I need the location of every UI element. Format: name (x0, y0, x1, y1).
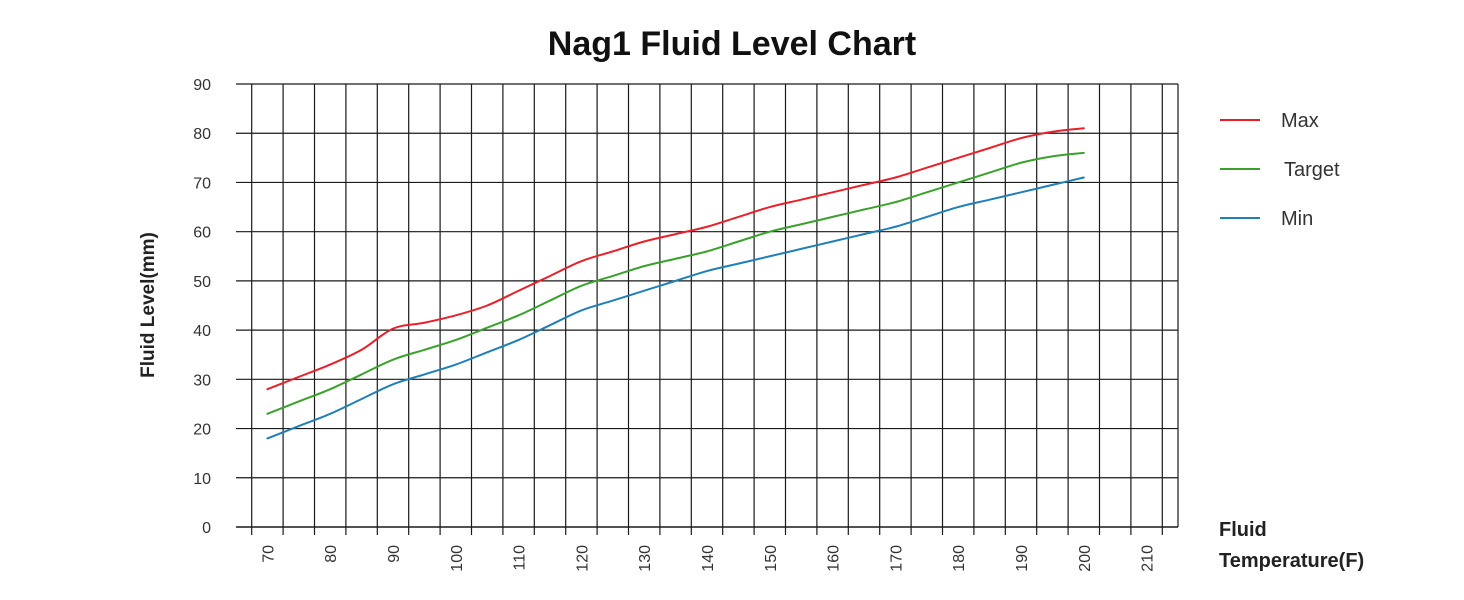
x-tick-label: 90 (386, 545, 403, 563)
y-tick-label: 40 (193, 323, 211, 340)
x-tick-label: 180 (951, 545, 968, 572)
series-line-target (266, 151, 1085, 415)
legend: Max Target Min (1220, 110, 1340, 230)
y-tick-label: 10 (193, 471, 211, 488)
legend-item-target: Target (1220, 159, 1340, 181)
y-tick-label: 20 (193, 422, 211, 439)
series-lines (266, 127, 1085, 440)
y-tick-label: 60 (193, 225, 211, 242)
x-tick-label: 100 (449, 545, 466, 572)
y-tick-label: 90 (193, 77, 211, 94)
chart-title: Nag1 Fluid Level Chart (548, 25, 916, 63)
series-line-max (266, 127, 1085, 391)
x-tick-label: 160 (826, 545, 843, 572)
legend-item-min: Min (1220, 208, 1313, 230)
x-tick-label: 140 (700, 545, 717, 572)
x-tick-label: 110 (512, 545, 529, 571)
x-tick-label: 130 (637, 545, 654, 572)
x-tick-label: 190 (1014, 545, 1031, 572)
series-line-min (266, 176, 1085, 440)
x-tick-label: 210 (1140, 545, 1157, 572)
x-tick-label: 170 (888, 545, 905, 572)
y-tick-label: 50 (193, 274, 211, 291)
axis-ticks: 0 10 20 30 40 50 60 70 80 90 70 80 90 100 110 120 130 140… (193, 77, 1163, 572)
y-tick-label: 0 (202, 520, 211, 537)
x-tick-label: 200 (1077, 545, 1094, 572)
legend-label: Target (1284, 159, 1340, 181)
legend-label: Min (1281, 208, 1313, 230)
x-tick-label: 70 (260, 545, 277, 563)
x-axis-label-line-2: Temperature(F) (1219, 550, 1364, 572)
y-axis-label: Fluid Level(mm) (138, 232, 159, 378)
x-tick-label: 150 (763, 545, 780, 572)
y-tick-label: 80 (193, 126, 211, 143)
legend-label: Max (1281, 110, 1319, 132)
x-axis-label-line-1: Fluid (1219, 519, 1267, 541)
x-tick-label: 80 (323, 545, 340, 563)
y-tick-label: 30 (193, 372, 211, 389)
grid (236, 83, 1179, 528)
x-tick-label: 120 (574, 545, 591, 572)
y-tick-label: 70 (193, 175, 211, 192)
legend-item-max: Max (1220, 110, 1319, 132)
